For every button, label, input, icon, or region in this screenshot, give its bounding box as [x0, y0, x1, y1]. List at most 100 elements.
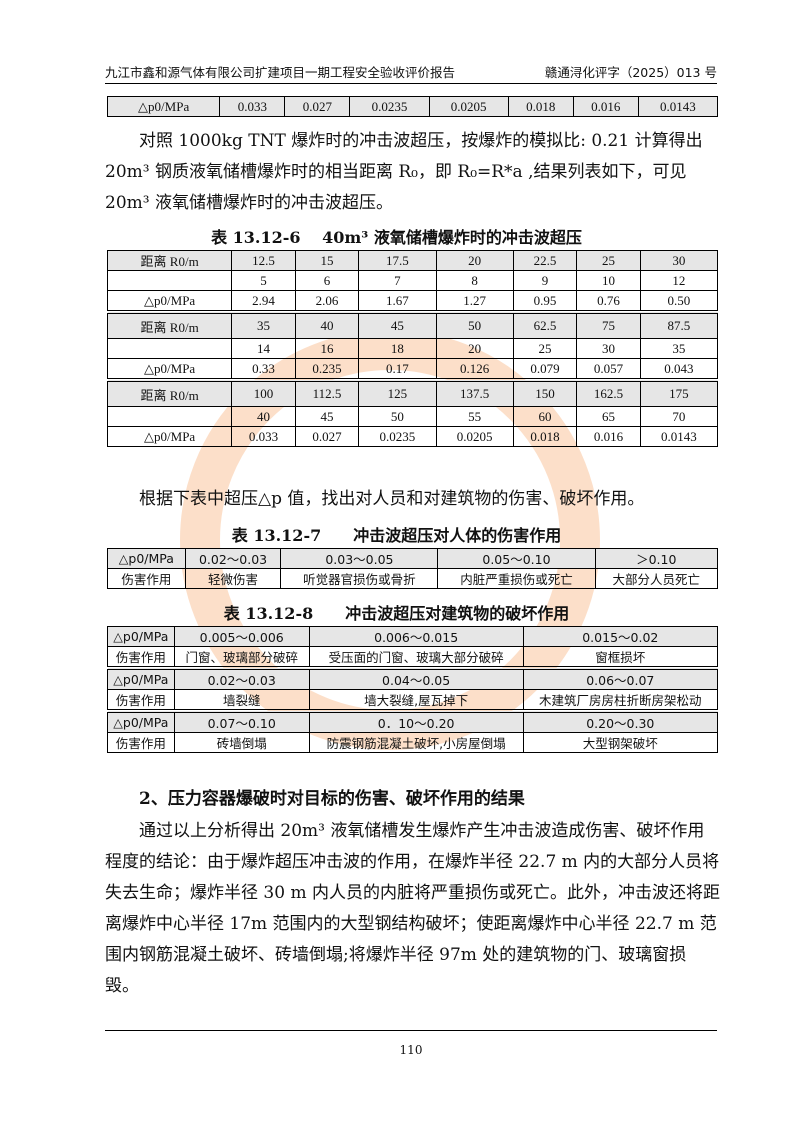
table-row: △p0/MPa 0.02～0.03 0.03～0.05 0.05～0.10 ＞0.10 [107, 548, 718, 569]
table-cell: 150 [512, 379, 578, 407]
table-cell: 16 [294, 338, 360, 359]
table-cell: 0.015～0.02 [522, 626, 719, 647]
table-row: △p0/MPa 0.033 0.027 0.0235 0.0205 0.018 0.016 0… [106, 96, 719, 117]
table-cell: 0.005～0.006 [173, 626, 310, 647]
table-cell: 伤害作用 [107, 568, 186, 589]
table-cell: 162.5 [576, 379, 641, 407]
table-cell: △p0/MPa [106, 96, 221, 117]
table-cell: 0.033 [231, 426, 296, 447]
table-cell: 0.043 [639, 358, 719, 382]
table-cell: 0.0143 [639, 426, 719, 447]
table-cell: 1.67 [358, 290, 437, 314]
paragraph-3: 通过以上分析得出 20m³ 液氧储槽发生爆炸产生冲击波造成伤害、破坏作用程度的结… [105, 821, 720, 996]
table-cell: △p0/MPa [106, 290, 233, 314]
section-heading: 2、压力容器爆破时对目标的伤害、破坏作用的结果 [139, 789, 525, 809]
page-number: 110 [105, 1030, 717, 1057]
table-row: △p0/MPa 0.33 0.235 0.17 0.126 0.079 0.057 0.043 [106, 358, 719, 382]
table-cell: 40 [294, 311, 360, 339]
table-cell: 大型钢架破坏 [522, 732, 719, 753]
table-cell: 40 [231, 406, 296, 427]
table-row: △p0/MPa 0.07～0.10 0．10～0.20 0.20～0.30 [107, 710, 719, 733]
table-row: 5 6 7 8 9 10 12 [106, 270, 719, 291]
table-cell: △p0/MPa [107, 710, 175, 733]
table-cell: 175 [639, 379, 719, 407]
table-cell [106, 338, 233, 359]
table-cell: 22.5 [512, 250, 578, 271]
table-cell: 距离 R0/m [106, 250, 233, 271]
table-row: 伤害作用 轻微伤害 听觉器官损伤或骨折 内脏严重损伤或死亡 大部分人员死亡 [107, 568, 718, 589]
table-cell: 65 [576, 406, 641, 427]
table-cell: 20 [435, 250, 514, 271]
table-row: △p0/MPa 0.033 0.027 0.0235 0.0205 0.018 0.016 0… [106, 426, 719, 447]
table-13-12-8-caption: 表 13.12-8 冲击波超压对建筑物的破坏作用 [223, 604, 570, 623]
table-cell: 0．10～0.20 [308, 710, 524, 733]
table-cell: △p0/MPa [106, 426, 233, 447]
table-cell: 防震钢筋混凝土破坏,小房屋倒塌 [308, 732, 524, 753]
table-cell: 12 [639, 270, 719, 291]
table-cell: 20 [435, 338, 514, 359]
table-cell: 55 [435, 406, 514, 427]
table-cell: 25 [576, 250, 641, 271]
table-cell: 0.0235 [349, 96, 430, 117]
table-cell: 砖墙倒塌 [173, 732, 310, 753]
table-cell: 1.27 [435, 290, 514, 314]
table-cell: 0.018 [512, 426, 578, 447]
table-cell: 内脏严重损伤或死亡 [437, 568, 596, 589]
table-cell: 70 [639, 406, 719, 427]
table-cell: ＞0.10 [594, 548, 718, 569]
table-cell: 0.95 [512, 290, 578, 314]
table-cell: 0.027 [284, 96, 351, 117]
table-cell: △p0/MPa [107, 626, 175, 647]
table-cell: △p0/MPa [107, 548, 186, 569]
page-header: 九江市鑫和源气体有限公司扩建项目一期工程安全验收评价报告 赣通浔化评字（2025）… [105, 62, 717, 84]
table-cell: 75 [576, 311, 641, 339]
table-cell: 18 [358, 338, 437, 359]
table-13-12-7-caption: 表 13.12-7 冲击波超压对人体的伤害作用 [231, 526, 562, 545]
table-cell: 14 [231, 338, 296, 359]
table-cell: 6 [294, 270, 360, 291]
table-cell: 9 [512, 270, 578, 291]
table-cell: 50 [435, 311, 514, 339]
table-cell: △p0/MPa [106, 358, 233, 382]
table-cell [106, 270, 233, 291]
table-cell: 0.0205 [428, 96, 509, 117]
table-cell: 35 [639, 338, 719, 359]
table-cell: 25 [512, 338, 578, 359]
table-cell: 0.33 [231, 358, 296, 382]
table-cell: 距离 R0/m [106, 311, 233, 339]
table-cell: 距离 R0/m [106, 379, 233, 407]
table-cell: 100 [231, 379, 296, 407]
table-row: △p0/MPa 2.94 2.06 1.67 1.27 0.95 0.76 0.50 [106, 290, 719, 314]
table-cell: 0.05～0.10 [437, 548, 596, 569]
table-cell: 62.5 [512, 311, 578, 339]
table-cell: 45 [294, 406, 360, 427]
table-cell: 0.057 [576, 358, 641, 382]
table-cell: 60 [512, 406, 578, 427]
table-row: 伤害作用 门窗、玻璃部分破碎 受压面的门窗、玻璃大部分破碎 窗框损坏 [107, 646, 719, 670]
table-cell: 0.016 [576, 426, 641, 447]
table-cell: 0.04～0.05 [308, 667, 524, 690]
table-cell [106, 406, 233, 427]
table-cell: 0.079 [512, 358, 578, 382]
table-row: 14 16 18 20 25 30 35 [106, 338, 719, 359]
table-row: 距离 R0/m 12.5 15 17.5 20 22.5 25 30 [106, 250, 719, 271]
table-cell: 125 [358, 379, 437, 407]
table-cell: 0.027 [294, 426, 360, 447]
table-cell: 窗框损坏 [522, 646, 719, 670]
table-cell: 30 [639, 250, 719, 271]
table-cell: △p0/MPa [107, 667, 175, 690]
table-cell: 轻微伤害 [184, 568, 282, 589]
table-cell: 木建筑厂房房柱折断房架松动 [522, 689, 719, 713]
table-cell: 0.0235 [358, 426, 437, 447]
table-cell: 30 [576, 338, 641, 359]
table-row: 伤害作用 砖墙倒塌 防震钢筋混凝土破坏,小房屋倒塌 大型钢架破坏 [107, 732, 719, 753]
table-cell: 0.07～0.10 [173, 710, 310, 733]
table-cell: 0.02～0.03 [184, 548, 282, 569]
table-cell: 87.5 [639, 311, 719, 339]
table-cell: 112.5 [294, 379, 360, 407]
table-cell: 0.006～0.015 [308, 626, 524, 647]
table-13-12-6: 距离 R0/m 12.5 15 17.5 20 22.5 25 30 5 6 7 8 9 10 12 △p0/… [106, 250, 719, 447]
table-cell: 15 [294, 250, 360, 271]
table-cell: 35 [231, 311, 296, 339]
